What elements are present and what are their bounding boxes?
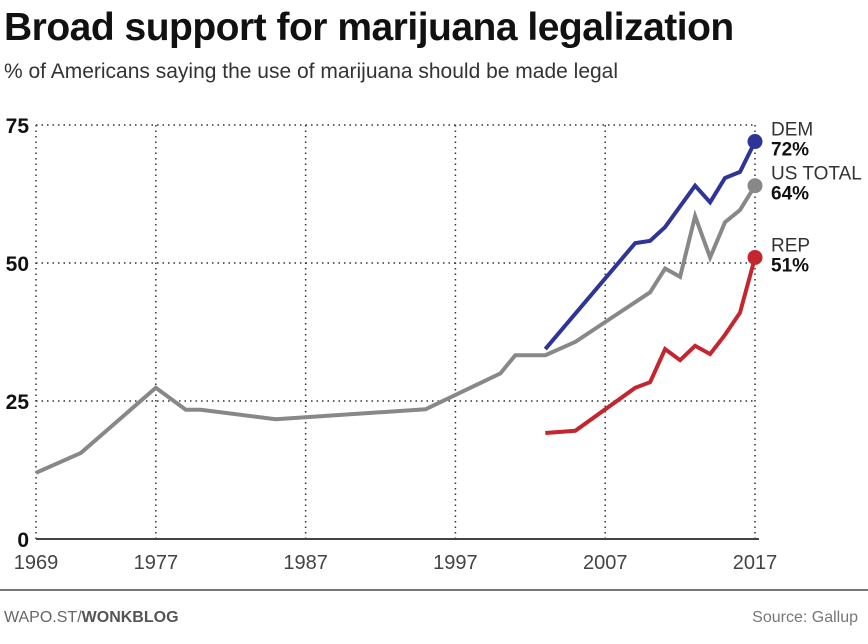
end-point-dem (747, 134, 763, 150)
end-point-rep (747, 249, 763, 265)
chart-title: Broad support for marijuana legalization (4, 6, 734, 49)
x-tick-label: 1977 (134, 552, 179, 574)
x-tick-label: 1997 (433, 552, 478, 574)
end-point-us-total (747, 178, 763, 194)
y-tick-label: 50 (6, 253, 29, 276)
credit: WAPO.ST/WONKBLOG (4, 609, 179, 627)
footer-divider (0, 589, 868, 591)
series-value-us-total: 64% (771, 184, 809, 205)
x-tick-label: 2007 (583, 552, 628, 574)
series-value-rep: 51% (771, 255, 809, 276)
y-tick-label: 25 (6, 391, 30, 414)
x-tick-label: 1969 (14, 552, 59, 574)
line-chart: 0 25 50 75 1969 1977 1987 1997 2007 2017 US TOTAL6… (6, 115, 862, 574)
series-line-rep (545, 256, 757, 435)
series-line-us-total (35, 184, 757, 475)
y-tick-label: 0 (17, 529, 29, 552)
series-label-us-total: US TOTAL (771, 164, 862, 185)
series-line-dem (543, 140, 757, 351)
series-label-dem: DEM (771, 120, 813, 141)
source-note: Source: Gallup (752, 609, 858, 626)
y-tick-label: 75 (6, 115, 30, 138)
series-value-dem: 72% (771, 140, 809, 161)
series-label-rep: REP (771, 235, 810, 256)
credit-brand: WONKBLOG (81, 609, 179, 626)
chart-subtitle: % of Americans saying the use of marijua… (4, 60, 619, 83)
x-tick-label: 2017 (733, 552, 778, 574)
credit-prefix: WAPO.ST/ (4, 609, 82, 626)
x-tick-label: 1987 (283, 552, 328, 574)
